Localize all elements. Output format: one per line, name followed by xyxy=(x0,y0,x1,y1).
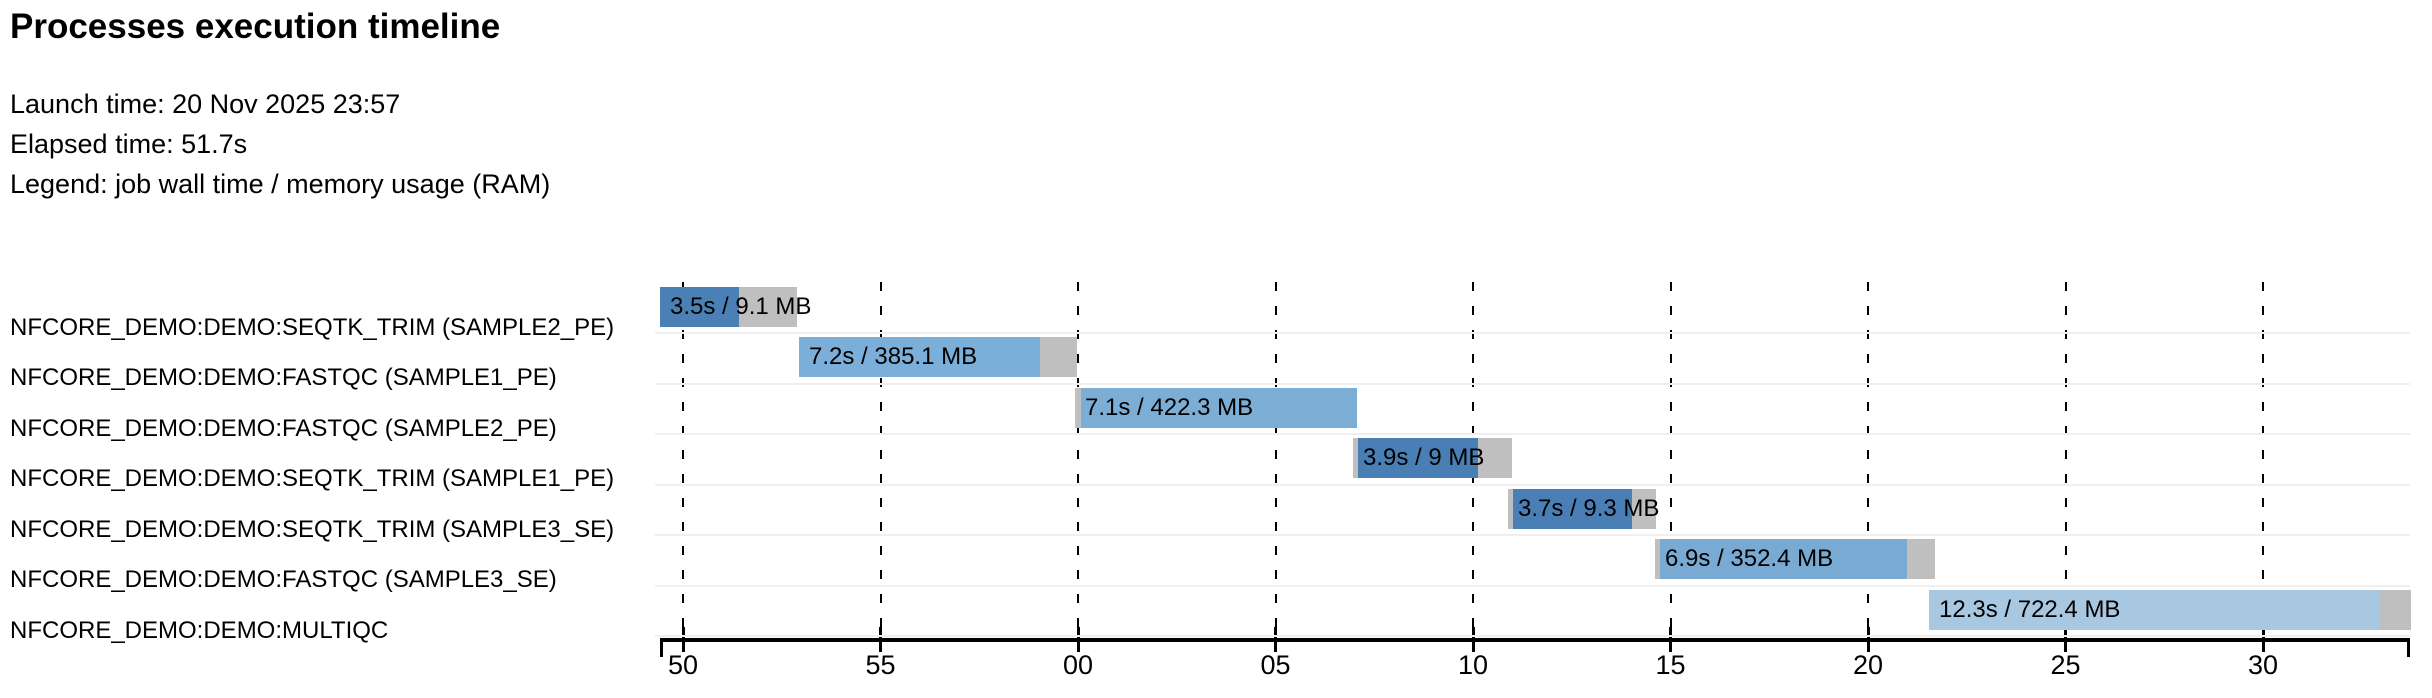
bar-run-segment xyxy=(660,287,740,327)
bar-run-segment xyxy=(799,337,1041,377)
row-separator xyxy=(655,484,2410,486)
axis-tick-label: 00 xyxy=(1062,650,1094,680)
gridline-20 xyxy=(1867,282,1869,628)
process-row-label: NFCORE_DEMO:DEMO:FASTQC (SAMPLE1_PE) xyxy=(10,364,557,391)
bar-gray-segment xyxy=(1907,539,1936,579)
elapsed-time-line: Elapsed time: 51.7s xyxy=(10,129,248,159)
axis-tick-label: 50 xyxy=(667,650,699,680)
bar-run-segment xyxy=(1512,489,1633,529)
row-separator xyxy=(655,534,2410,536)
x-axis-right-cap xyxy=(2407,640,2410,657)
bar-gray-segment xyxy=(1478,438,1513,478)
axis-tick-label: 55 xyxy=(865,650,896,680)
row-separator xyxy=(655,635,2410,637)
x-axis-left-cap xyxy=(660,640,663,657)
bar-gray-segment xyxy=(739,287,798,327)
bar-gray-segment xyxy=(2379,590,2412,630)
row-separator xyxy=(655,332,2410,334)
process-row-label: NFCORE_DEMO:DEMO:SEQTK_TRIM (SAMPLE2_PE) xyxy=(10,314,615,341)
bar-value-label: 7.1s / 422.3 MB xyxy=(1085,394,1254,421)
axis-tick-label: 15 xyxy=(1655,650,1686,680)
bar-value-label: 3.9s / 9 MB xyxy=(1363,444,1485,471)
bar-run-segment xyxy=(1659,539,1908,579)
process-row-label: NFCORE_DEMO:DEMO:SEQTK_TRIM (SAMPLE1_PE) xyxy=(10,465,615,492)
x-axis-line xyxy=(660,638,2410,642)
process-row-label: NFCORE_DEMO:DEMO:MULTIQC xyxy=(10,617,389,644)
legend-line: Legend: job wall time / memory usage (RA… xyxy=(10,169,551,199)
meta-block: Launch time: 20 Nov 2025 23:57 Elapsed t… xyxy=(10,84,550,204)
row-separator xyxy=(655,433,2410,435)
row-separator xyxy=(655,383,2410,385)
bar-value-label: 7.2s / 385.1 MB xyxy=(809,343,978,370)
axis-tick-label: 30 xyxy=(2247,650,2279,680)
gridline-00 xyxy=(1077,282,1079,628)
bar-gray-segment xyxy=(1508,489,1513,529)
bar-gray-segment xyxy=(1074,388,1082,428)
bar-run-segment xyxy=(1081,388,1357,428)
axis-tick-label: 10 xyxy=(1457,650,1489,680)
bar-gray-segment xyxy=(1632,489,1656,529)
process-row-label: NFCORE_DEMO:DEMO:FASTQC (SAMPLE3_SE) xyxy=(10,566,557,593)
axis-tick-label: 25 xyxy=(2050,650,2081,680)
bar-value-label: 3.5s / 9.1 MB xyxy=(670,293,812,320)
gridline-50 xyxy=(682,282,684,628)
bar-value-label: 12.3s / 722.4 MB xyxy=(1939,596,2121,623)
gridline-25 xyxy=(2064,282,2067,628)
bar-gray-segment xyxy=(1655,539,1660,579)
page-title: Processes execution timeline xyxy=(10,7,501,46)
process-row-label: NFCORE_DEMO:DEMO:FASTQC (SAMPLE2_PE) xyxy=(10,415,557,442)
bar-gray-segment xyxy=(1040,337,1077,377)
axis-tick-label: 05 xyxy=(1260,650,1291,680)
launch-time-line: Launch time: 20 Nov 2025 23:57 xyxy=(10,89,401,119)
gridline-15 xyxy=(1669,282,1672,628)
row-separator xyxy=(655,585,2410,587)
bar-run-segment xyxy=(1358,438,1479,478)
bar-value-label: 6.9s / 352.4 MB xyxy=(1665,545,1834,572)
gridline-55 xyxy=(879,282,882,628)
gridline-30 xyxy=(2262,282,2264,628)
gridline-05 xyxy=(1274,282,1277,628)
process-row-label: NFCORE_DEMO:DEMO:SEQTK_TRIM (SAMPLE3_SE) xyxy=(10,516,615,543)
bar-value-label: 3.7s / 9.3 MB xyxy=(1518,495,1660,522)
axis-tick-label: 20 xyxy=(1852,650,1884,680)
bar-run-segment xyxy=(1928,590,2380,630)
bar-gray-segment xyxy=(1352,438,1358,478)
